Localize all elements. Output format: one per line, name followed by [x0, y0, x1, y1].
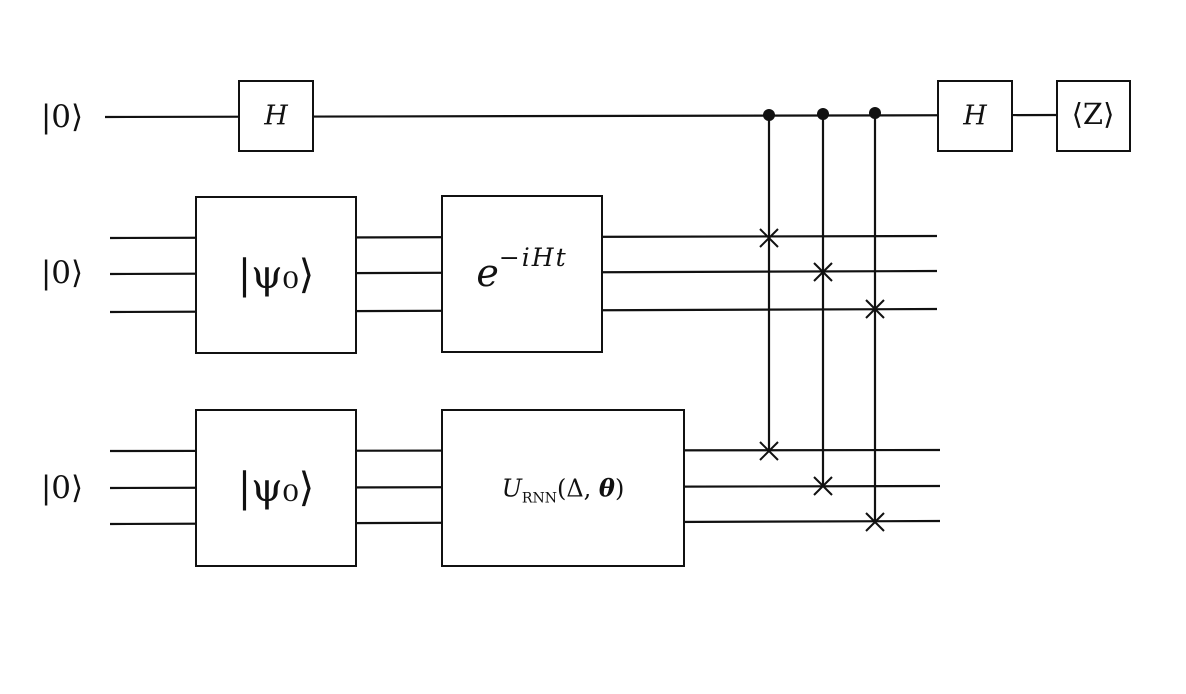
state-prep-bottom-box — [195, 409, 357, 567]
urnn-operator: U — [501, 474, 522, 503]
evolution-gate-label: e−iHt — [476, 243, 567, 295]
input-ket-bottom: |0⟩ — [40, 470, 84, 506]
hadamard-gate-2-label: H — [963, 100, 987, 132]
swap-cross-2b — [813, 476, 833, 496]
hadamard-gate-1-box — [238, 80, 314, 152]
control-dot-2 — [817, 108, 829, 120]
swap-cross-3b — [865, 512, 885, 532]
control-dot-1 — [763, 109, 775, 121]
urnn-args-open: (Δ, — [556, 474, 599, 503]
measurement-gate-box — [1056, 80, 1131, 152]
urnn-subscript: RNN — [521, 490, 557, 507]
input-ket-middle: |0⟩ — [40, 255, 84, 291]
swap-cross-3a — [865, 299, 885, 319]
urnn-theta: θ — [598, 473, 615, 503]
urnn-gate-box — [441, 409, 685, 567]
urnn-args-close: ) — [614, 474, 625, 503]
control-dot-3 — [869, 107, 881, 119]
input-ket-top: |0⟩ — [40, 99, 84, 135]
hadamard-gate-1-label: H — [264, 100, 288, 132]
urnn-gate-label: URNN(Δ, θ) — [501, 473, 625, 507]
evolution-base: e — [476, 250, 499, 295]
state-prep-bottom-label: |ψ₀⟩ — [237, 465, 315, 511]
state-prep-middle-label: |ψ₀⟩ — [237, 252, 315, 298]
measurement-gate-label: ⟨Z⟩ — [1071, 97, 1115, 131]
swap-cross-1a — [759, 228, 779, 248]
evolution-gate-box — [441, 195, 603, 353]
swap-cross-2a — [813, 262, 833, 282]
hadamard-gate-2-box — [937, 80, 1013, 152]
state-prep-middle-box — [195, 196, 357, 354]
swap-cross-1b — [759, 441, 779, 461]
evolution-exponent: −iHt — [498, 243, 568, 273]
